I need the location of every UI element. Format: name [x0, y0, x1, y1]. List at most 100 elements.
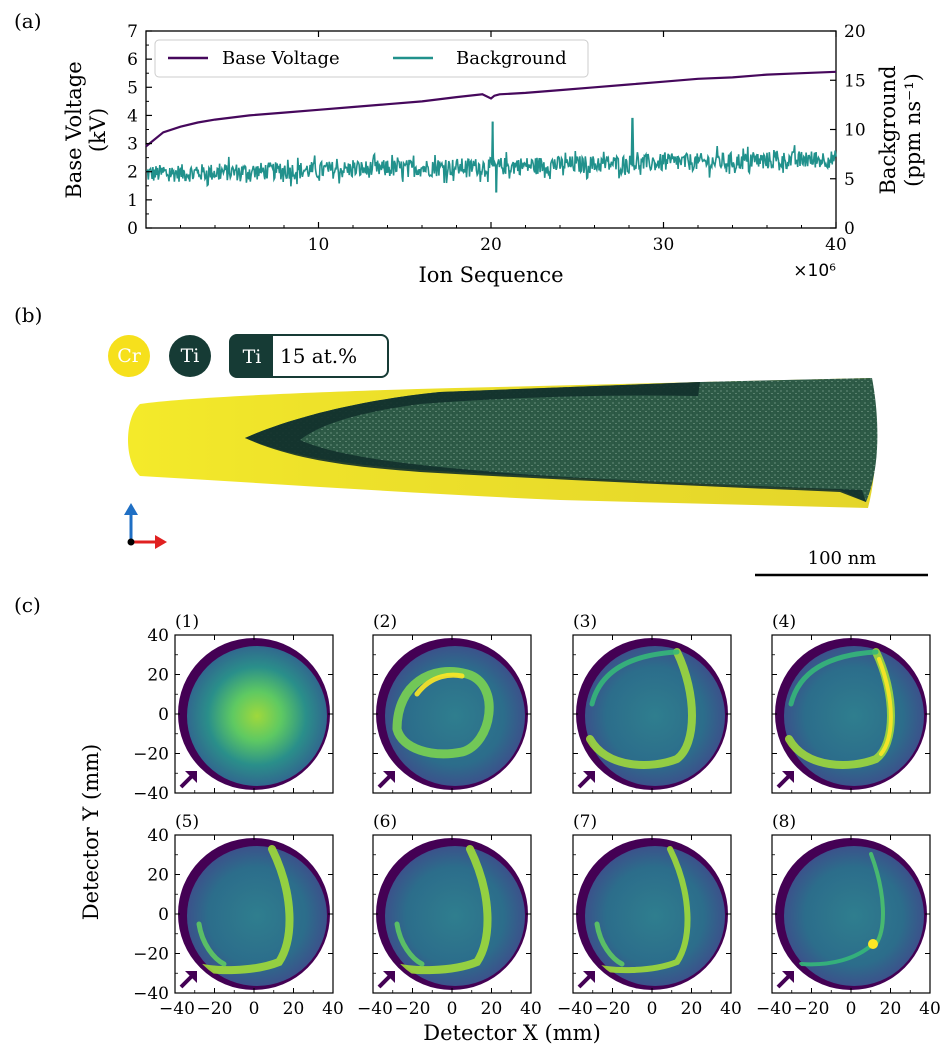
direction-arrowhead	[782, 771, 794, 783]
right-tick-label: 10	[844, 121, 866, 141]
detector-map: −40 −20 0 20 40 (7)	[557, 812, 742, 1019]
x-tick-label: −20	[395, 999, 431, 1019]
detector-pattern	[392, 666, 494, 759]
arc-secondary	[594, 921, 625, 967]
detector-map: −40 −20 0 20 40 (1)	[133, 612, 334, 804]
right-tick-label: 5	[844, 170, 855, 190]
detector-field	[585, 846, 725, 986]
panel-label: (3)	[573, 612, 597, 632]
y-tick-label: 40	[147, 826, 169, 846]
legend-label-background: Background	[456, 48, 567, 69]
detector-map: −40 −20 0 20 40 (8)	[756, 812, 941, 1019]
direction-arrow	[577, 974, 592, 989]
x-tick-label: 40	[720, 999, 742, 1019]
x-tick-label: 40	[919, 999, 941, 1019]
direction-arrowhead	[383, 771, 395, 783]
arc-pattern	[869, 852, 885, 946]
x-tick-label: −40	[756, 999, 792, 1019]
direction-arrow	[377, 974, 392, 989]
background-series	[145, 117, 837, 193]
background-line	[145, 117, 837, 193]
direction-arrowhead	[185, 771, 197, 783]
y-axis-label-left-line1: Base Voltage	[62, 61, 86, 198]
cr-legend-label: Cr	[117, 345, 142, 367]
ti-legend-dot	[169, 335, 211, 377]
x-tick-label: −40	[159, 999, 195, 1019]
detector-field	[784, 846, 924, 986]
x-tick-label: 40	[520, 999, 542, 1019]
line-chart: 0 1 2 3 4 5 6 7 0 5 10 15 20 10 20 30 40 Base Voltage …	[62, 22, 925, 287]
x-tick-label: 20	[880, 999, 902, 1019]
y-tick-label: −20	[133, 945, 169, 965]
direction-arrowhead	[383, 971, 395, 983]
x-tick-label: 40	[825, 235, 847, 255]
ti-legend-label: Ti	[181, 345, 200, 367]
left-tick-label: 7	[127, 22, 138, 42]
y-tick-label: −40	[133, 984, 169, 1004]
y-tick-label: 20	[147, 866, 169, 886]
detector-y-label: Detector Y (mm)	[79, 744, 103, 920]
x-axis-label: Ion Sequence	[418, 263, 563, 287]
detector-field	[385, 646, 525, 786]
detector-map: (2)	[372, 612, 532, 794]
panel-label: (8)	[772, 812, 796, 832]
direction-arrow	[179, 974, 194, 989]
direction-arrow	[377, 774, 392, 789]
x-tick-label: 20	[481, 999, 503, 1019]
detector-pattern	[190, 845, 294, 975]
direction-arrow	[179, 774, 194, 789]
x-axis-ticks: 10 20 30 40	[180, 31, 847, 255]
direction-arrowhead	[782, 971, 794, 983]
triad-origin	[127, 538, 135, 546]
panel-label: (1)	[175, 612, 199, 632]
panel-label: (2)	[373, 612, 397, 632]
detector-pattern	[785, 648, 895, 769]
x-tick-label: 0	[249, 999, 260, 1019]
x-tick-label: 20	[283, 999, 305, 1019]
x-tick-label: −20	[595, 999, 631, 1019]
triad-up-arrowhead	[124, 503, 138, 515]
arc-pattern	[190, 845, 294, 975]
iso-surface-element: Ti	[243, 346, 262, 368]
x-tick-label: 0	[846, 999, 857, 1019]
legend-box	[154, 39, 589, 78]
arc-secondary	[394, 921, 425, 967]
y-axis-label-right-line2: (ppm ns⁻¹)	[901, 73, 925, 187]
detector-pattern	[799, 852, 885, 967]
legend: Base Voltage Background	[154, 39, 589, 78]
arc-pattern	[589, 846, 691, 974]
arc-pattern	[388, 845, 492, 975]
x-tick-label: −40	[357, 999, 393, 1019]
y-axis-label-left-line2: (kV)	[86, 108, 110, 152]
detector-x-label: Detector X (mm)	[423, 1021, 601, 1045]
x-tick-label: 30	[653, 235, 675, 255]
x-tick-label: 10	[308, 235, 330, 255]
detector-map: (4)	[771, 612, 931, 794]
ring-hot-spot	[414, 672, 465, 697]
y-tick-label: −40	[133, 784, 169, 804]
y-tick-label: 40	[147, 626, 169, 646]
left-tick-label: 2	[127, 163, 138, 183]
legend-label-voltage: Base Voltage	[222, 48, 340, 69]
x-axis-scale-label: ×10⁶	[793, 261, 836, 281]
x-tick-label: −40	[557, 999, 593, 1019]
arc-secondary	[196, 921, 227, 967]
y-tick-label: 0	[158, 705, 169, 725]
direction-arrow	[776, 974, 791, 989]
direction-arrowhead	[185, 971, 197, 983]
base-voltage-line	[145, 70, 837, 148]
panel-label: (5)	[175, 812, 199, 832]
detector-map: −40 −20 0 20 40 (6)	[357, 812, 542, 1019]
x-tick-label: 0	[447, 999, 458, 1019]
scale-bar-label: 100 nm	[808, 548, 877, 569]
direction-arrowhead	[583, 971, 595, 983]
ring-pattern	[586, 648, 696, 769]
x-tick-label: 20	[681, 999, 703, 1019]
ring-outer	[788, 649, 879, 707]
right-tick-label: 0	[844, 219, 855, 239]
direction-arrow	[577, 774, 592, 789]
ti-precipitate	[245, 378, 878, 502]
detector-pattern	[589, 846, 691, 974]
